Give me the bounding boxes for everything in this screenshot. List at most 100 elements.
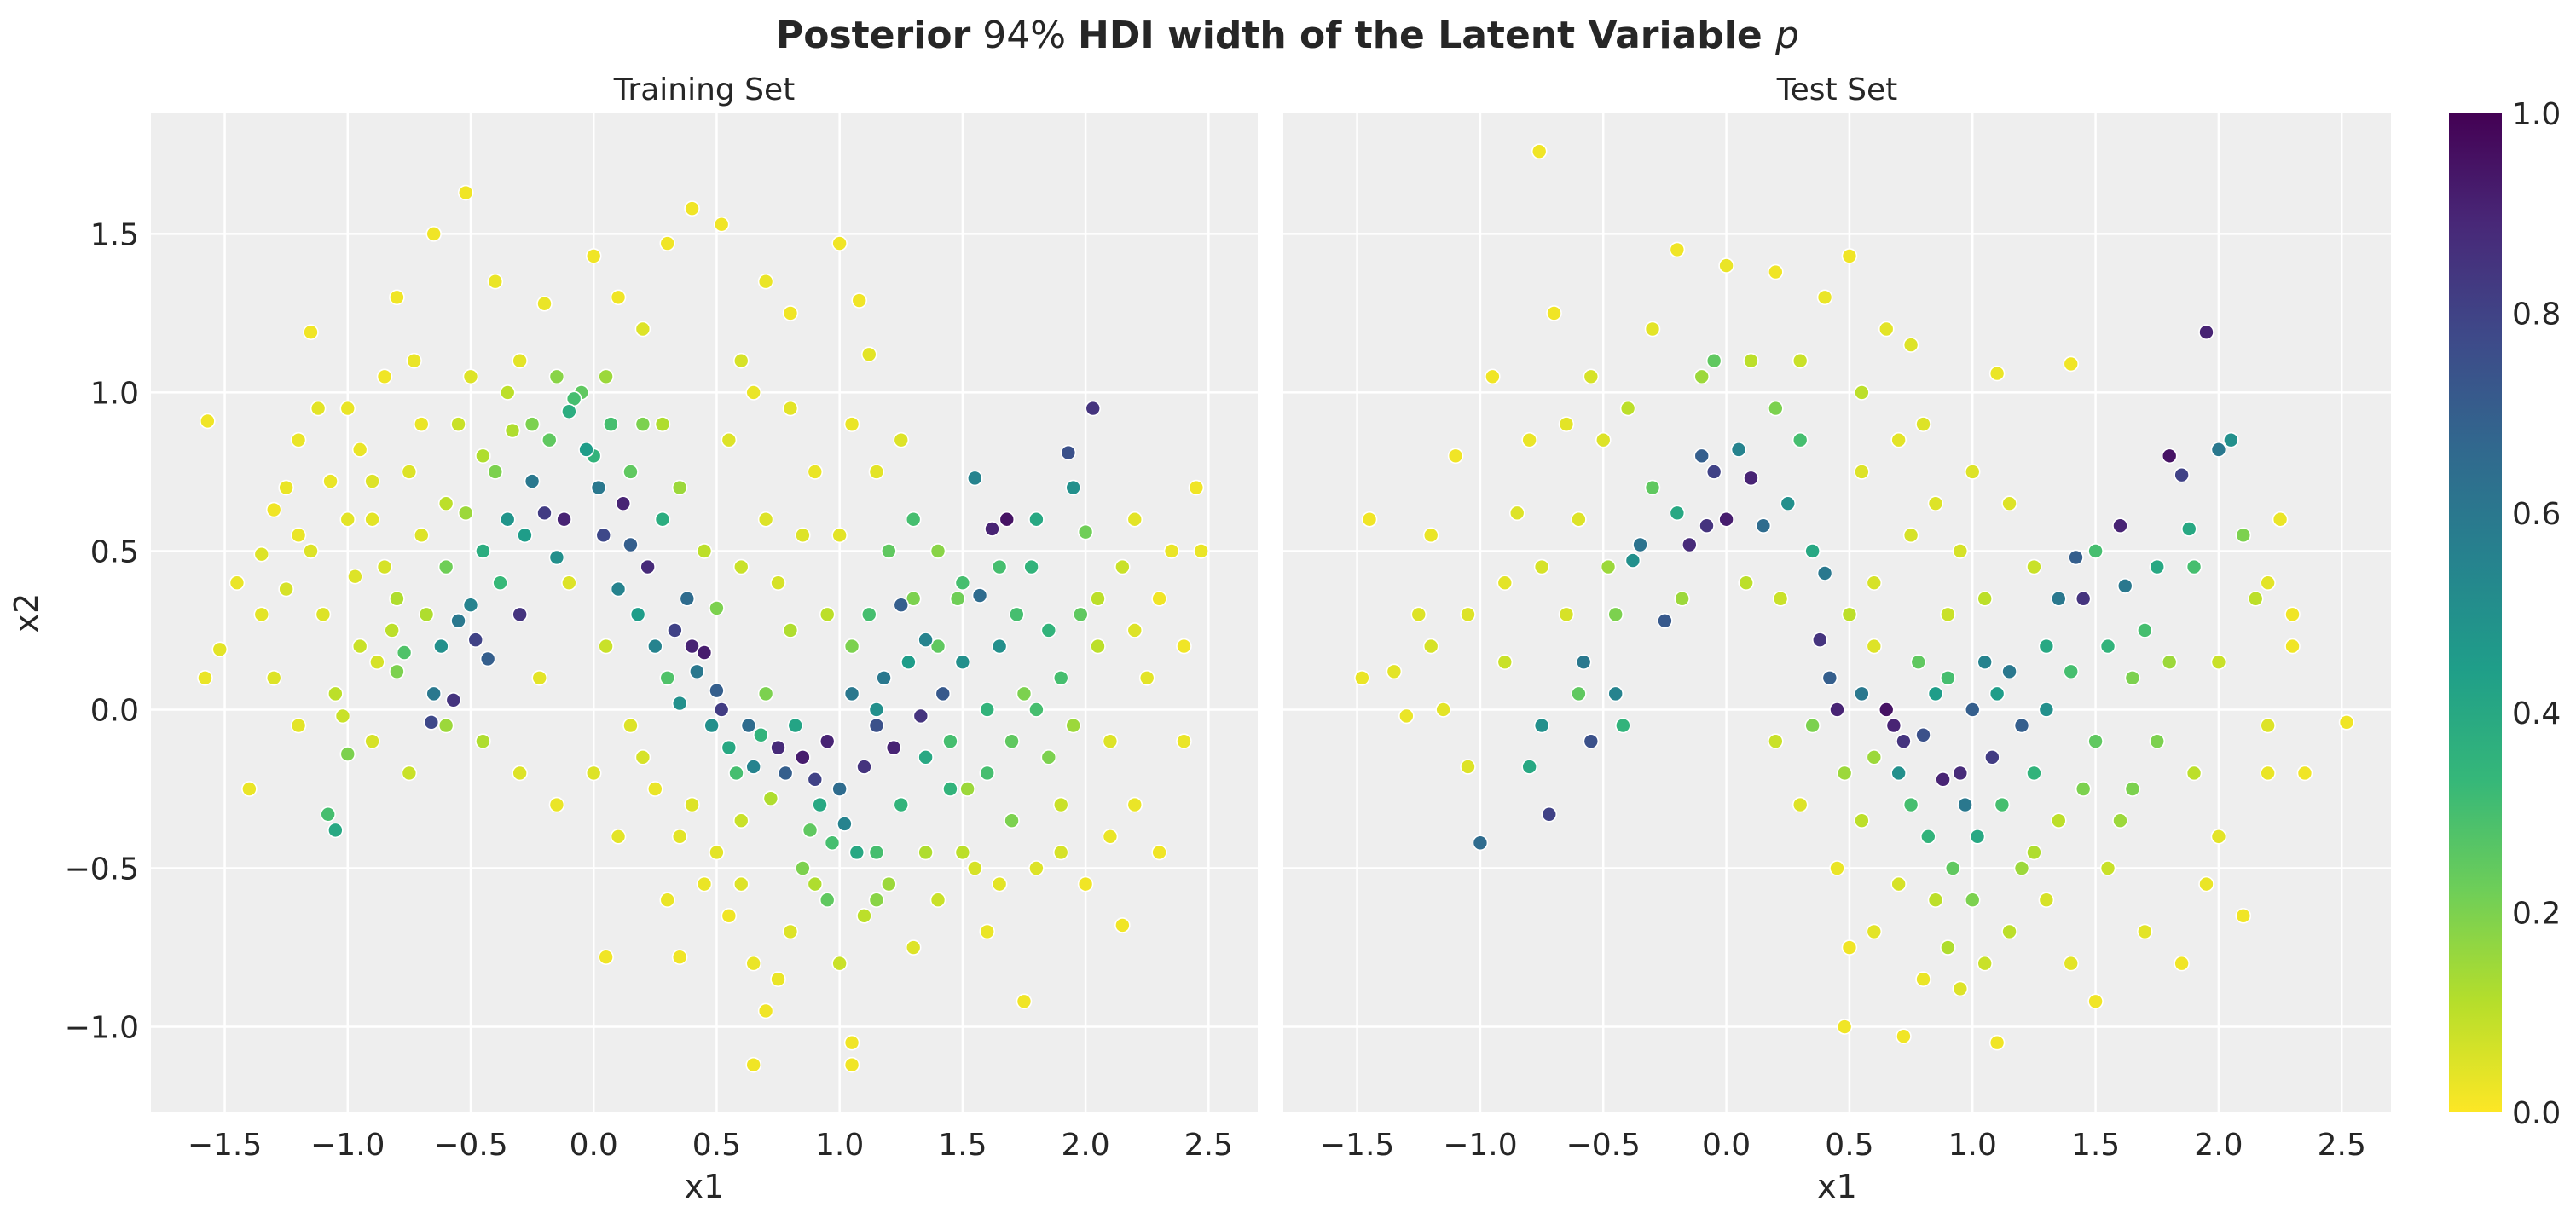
data-point (753, 726, 769, 743)
data-point (885, 739, 902, 756)
data-point (918, 748, 934, 765)
data-point (795, 748, 811, 765)
y-tick-label: 1.0 (90, 376, 139, 411)
data-point (2063, 355, 2080, 373)
data-point (1188, 479, 1205, 496)
data-point (401, 765, 418, 782)
data-point (1952, 543, 1969, 559)
data-point (1699, 517, 1715, 534)
data-point (253, 546, 270, 563)
data-point (278, 581, 294, 598)
data-point (2051, 812, 2067, 829)
data-point (2075, 590, 2092, 607)
data-point (831, 781, 848, 797)
data-point (667, 622, 683, 638)
data-point (949, 590, 966, 607)
test-set-panel: −1.5 −1.0 −0.5 0.0 0.5 1.0 1.5 2.0 2.5 Test Set … (1283, 72, 2391, 1205)
data-point (389, 590, 405, 607)
data-point (1866, 575, 1883, 591)
data-point (2235, 908, 2252, 924)
data-point (1792, 431, 1809, 448)
data-point (1952, 765, 1969, 782)
data-point (824, 835, 841, 852)
data-point (721, 908, 738, 924)
data-point (1902, 527, 1919, 544)
data-point (2185, 558, 2203, 575)
data-point (1193, 543, 1209, 559)
data-point (1472, 835, 1489, 852)
data-point (241, 781, 258, 797)
data-point (1460, 759, 1476, 775)
data-point (757, 511, 774, 528)
data-point (450, 613, 466, 629)
data-point (807, 771, 824, 788)
data-point (1016, 993, 1033, 1010)
data-point (1615, 717, 1631, 734)
data-point (757, 1002, 774, 1019)
data-point (1705, 464, 1722, 480)
x-tick-label: 0.5 (1825, 1128, 1873, 1163)
data-point (1890, 875, 1907, 892)
data-point (836, 816, 853, 832)
data-point (504, 422, 521, 439)
data-point (2038, 702, 2055, 718)
data-point (1023, 558, 1039, 575)
data-point (770, 575, 786, 591)
data-point (425, 226, 443, 242)
data-point (905, 939, 922, 956)
data-point (1816, 565, 1833, 581)
data-point (2180, 521, 2197, 537)
data-point (1866, 638, 1883, 655)
data-point (1052, 844, 1069, 861)
data-point (1073, 606, 1089, 623)
data-point (339, 400, 356, 417)
x-tick-label: −1.5 (1320, 1128, 1394, 1163)
data-point (413, 416, 430, 432)
data-point (475, 448, 491, 465)
data-point (1964, 464, 1981, 480)
data-point (1977, 590, 1993, 607)
data-point (1657, 613, 1673, 629)
data-point (2296, 765, 2313, 782)
data-point (2026, 765, 2042, 782)
data-point (2075, 781, 2092, 797)
data-point (721, 739, 738, 756)
data-point (1718, 257, 1734, 274)
data-point (713, 216, 730, 233)
test-set-plot-area (1283, 113, 2391, 1112)
data-point (991, 638, 1008, 655)
data-point (1988, 365, 2006, 382)
data-point (2038, 892, 2055, 909)
data-point (843, 1056, 860, 1073)
data-point (654, 416, 671, 432)
data-point (984, 521, 1000, 537)
data-point (1730, 442, 1747, 458)
test-set-points (1354, 143, 2355, 1051)
data-point (351, 638, 368, 655)
test-set-title: Test Set (1776, 72, 1897, 107)
data-point (868, 464, 885, 480)
data-point (1927, 892, 1944, 909)
data-point (418, 606, 435, 623)
data-point (423, 714, 440, 731)
data-point (334, 708, 351, 725)
data-point (929, 892, 946, 909)
data-point (1052, 796, 1069, 813)
data-point (696, 543, 713, 559)
data-point (843, 1034, 860, 1051)
data-point (876, 669, 892, 686)
test-set-grid (1283, 113, 2391, 1112)
data-point (531, 669, 548, 686)
data-point (2112, 812, 2128, 829)
data-point (881, 543, 897, 559)
y-tick-label: 1.5 (90, 217, 139, 252)
data-point (457, 184, 474, 201)
data-point (590, 479, 607, 496)
data-point (1969, 829, 1986, 845)
data-point (782, 622, 799, 638)
data-point (369, 654, 385, 670)
data-point (1964, 892, 1981, 909)
colorbar-tick-label: 0.6 (2512, 497, 2561, 532)
data-point (868, 844, 885, 861)
x-tick-label: 1.0 (815, 1128, 864, 1163)
